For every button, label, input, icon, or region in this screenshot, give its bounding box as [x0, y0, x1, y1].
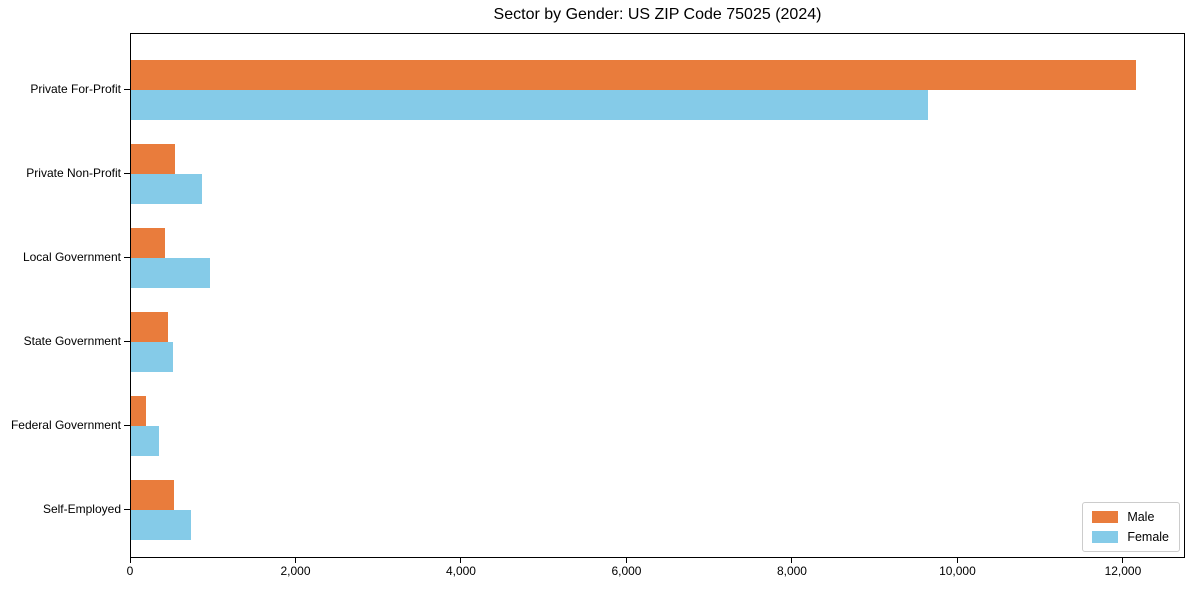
legend-swatch-male	[1092, 511, 1119, 523]
y-category-label: State Government	[23, 333, 121, 348]
y-tick-mark	[124, 88, 130, 90]
plot-area: Male Female	[130, 33, 1185, 558]
x-tick-label: 10,000	[939, 564, 976, 578]
y-tick-mark	[124, 172, 130, 174]
bar-female-federal-government	[131, 425, 160, 456]
bar-female-state-government	[131, 341, 173, 372]
bar-male-local-government	[131, 227, 165, 258]
x-tick-label: 2,000	[280, 564, 311, 578]
x-tick-label: 0	[126, 564, 134, 578]
chart-title: Sector by Gender: US ZIP Code 75025 (202…	[493, 6, 822, 23]
y-category-label: Federal Government	[10, 417, 121, 432]
x-tick-label: 8,000	[776, 564, 807, 578]
x-tick-mark	[460, 558, 462, 563]
bar-male-self-employed	[131, 479, 174, 510]
x-tick-label: 4,000	[445, 564, 476, 578]
x-tick-label: 6,000	[611, 564, 642, 578]
bar-female-self-employed	[131, 509, 192, 540]
legend: Male Female	[1082, 502, 1180, 552]
legend-label-female: Female	[1127, 530, 1169, 544]
y-tick-mark	[124, 340, 130, 342]
legend-label-male: Male	[1127, 510, 1155, 524]
bar-male-state-government	[131, 311, 168, 342]
y-tick-mark	[124, 508, 130, 510]
x-tick-mark	[294, 558, 296, 563]
x-tick-mark	[1122, 558, 1124, 563]
legend-swatch-female	[1092, 531, 1119, 543]
y-tick-mark	[124, 424, 130, 426]
legend-entry-female: Female	[1092, 530, 1169, 544]
y-tick-mark	[124, 256, 130, 258]
bar-female-private-non-profit	[131, 173, 203, 204]
y-category-label: Private For-Profit	[30, 81, 121, 96]
x-tick-label: 12,000	[1104, 564, 1142, 578]
y-category-label: Local Government	[22, 249, 121, 264]
x-tick-mark	[956, 558, 958, 563]
bar-male-private-for-profit	[131, 59, 1137, 90]
x-tick-mark	[625, 558, 627, 563]
legend-entry-male: Male	[1092, 510, 1169, 524]
bar-female-local-government	[131, 257, 211, 288]
bar-female-private-for-profit	[131, 89, 928, 120]
bar-male-private-non-profit	[131, 143, 176, 174]
bar-male-federal-government	[131, 395, 146, 426]
y-category-label: Self-Employed	[42, 501, 121, 516]
x-tick-mark	[791, 558, 793, 563]
x-tick-mark	[129, 558, 131, 563]
y-category-label: Private Non-Profit	[26, 165, 121, 180]
